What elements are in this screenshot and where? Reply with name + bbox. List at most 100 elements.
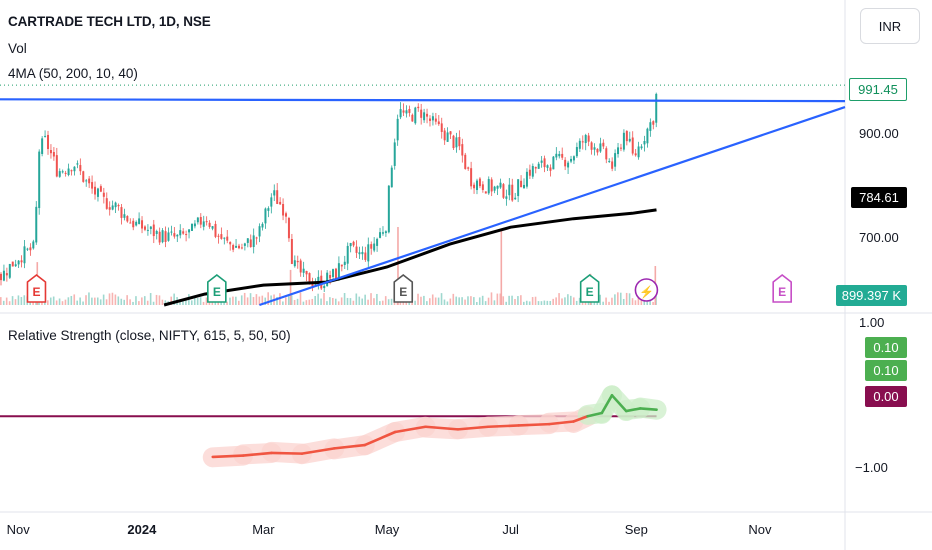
- candle-body: [561, 153, 564, 158]
- candle-body: [273, 190, 276, 196]
- volume-bar: [276, 296, 278, 305]
- volume-bar: [252, 297, 255, 305]
- candle-body: [525, 171, 528, 187]
- candle-body: [502, 184, 505, 198]
- volume-bar: [299, 292, 302, 305]
- rs-line-segment: [424, 425, 460, 431]
- volume-bar: [417, 293, 419, 305]
- candle-body: [337, 263, 340, 280]
- candle-body: [126, 216, 129, 222]
- volume-bar: [619, 292, 622, 305]
- candle-body: [423, 112, 426, 121]
- candle-body: [91, 182, 94, 189]
- earnings-icon: [579, 273, 600, 303]
- symbol-title[interactable]: CARTRADE TECH LTD, 1D, NSE: [8, 14, 211, 29]
- volume-bar: [158, 295, 161, 305]
- candle-body: [537, 163, 540, 169]
- time-axis-label: Jul: [502, 522, 519, 537]
- relative-strength-indicator-label[interactable]: Relative Strength (close, NIFTY, 615, 5,…: [8, 328, 291, 343]
- candle-body: [237, 245, 240, 249]
- volume-bar: [323, 293, 325, 305]
- volume-bar: [249, 293, 252, 305]
- volume-bar: [570, 295, 572, 305]
- candle-body: [470, 168, 473, 187]
- candle-body: [490, 179, 493, 192]
- volume-bar: [355, 293, 358, 305]
- volume-bar: [449, 298, 452, 305]
- candle-body: [411, 114, 414, 122]
- rs-line-segment: [624, 407, 642, 413]
- candle-body: [52, 152, 55, 157]
- candle-body: [205, 221, 208, 223]
- candle-body: [267, 208, 270, 211]
- candle-body: [270, 197, 273, 207]
- volume-bar: [73, 294, 76, 305]
- candle-body: [305, 270, 308, 275]
- volume-bar: [334, 298, 337, 305]
- volume-bar: [558, 293, 560, 305]
- volume-bar: [352, 300, 355, 305]
- earnings-marker-1[interactable]: E: [207, 273, 227, 303]
- candle-body: [478, 178, 481, 187]
- candle-body: [652, 121, 655, 125]
- earnings-marker-2[interactable]: E: [393, 273, 414, 303]
- candle-body: [58, 171, 61, 177]
- volume-bar: [76, 300, 78, 305]
- earnings-marker-3[interactable]: E: [579, 273, 600, 303]
- candle-body: [111, 205, 114, 210]
- volume-indicator-label[interactable]: Vol: [8, 41, 27, 56]
- rs-tick-label: −1.00: [855, 460, 888, 475]
- volume-bar: [293, 299, 296, 305]
- volume-bar: [52, 296, 55, 305]
- candle-body: [114, 202, 117, 208]
- volume-bar: [164, 300, 167, 305]
- volume-bar: [578, 297, 581, 305]
- volume-bar: [255, 294, 258, 305]
- dividend-icon: [634, 278, 659, 302]
- currency-button[interactable]: INR: [860, 8, 920, 44]
- rs-zero-badge: 0.00: [865, 386, 907, 407]
- rs-line-segment: [300, 447, 336, 455]
- volume-bar: [261, 295, 264, 305]
- earnings-marker-0[interactable]: E: [26, 273, 47, 303]
- volume-bar: [264, 297, 267, 305]
- candle-body: [493, 186, 496, 191]
- earnings-marker-5[interactable]: E: [772, 273, 792, 303]
- volume-bar: [499, 293, 502, 305]
- candle-body: [64, 172, 67, 174]
- volume-bar: [143, 296, 146, 305]
- candle-body: [628, 138, 631, 142]
- volume-bar: [631, 298, 634, 305]
- volume-bar: [58, 298, 61, 305]
- candle-body: [426, 113, 429, 117]
- moving-average-indicator-label[interactable]: 4MA (50, 200, 10, 40): [8, 66, 138, 81]
- volume-bar: [458, 297, 460, 305]
- volume-bar: [79, 297, 81, 305]
- candle-body: [528, 169, 531, 176]
- earnings-icon: [393, 273, 414, 303]
- volume-bar: [190, 300, 193, 305]
- candle-body: [73, 166, 76, 172]
- candle-body: [326, 272, 329, 287]
- candle-body: [208, 222, 211, 227]
- candle-body: [443, 130, 446, 141]
- earnings-marker-4[interactable]: ⚡: [634, 278, 659, 302]
- volume-bar: [611, 297, 613, 305]
- volume-bar: [311, 298, 314, 305]
- volume-bar: [426, 301, 428, 305]
- volume-bar: [346, 297, 349, 305]
- candle-body: [193, 223, 196, 227]
- volume-bar: [120, 298, 123, 305]
- volume-bar: [431, 294, 434, 305]
- earnings-icon: [26, 273, 47, 303]
- candle-body: [14, 264, 17, 267]
- candle-body: [308, 273, 311, 285]
- time-axis-label: Nov: [748, 522, 772, 537]
- candle-body: [243, 243, 246, 246]
- candle-body: [96, 188, 99, 197]
- volume-bar: [5, 297, 8, 305]
- volume-bar: [308, 299, 311, 305]
- earnings-marker-label: E: [399, 285, 407, 299]
- candle-body: [549, 167, 552, 171]
- rs-line-segment: [487, 424, 521, 429]
